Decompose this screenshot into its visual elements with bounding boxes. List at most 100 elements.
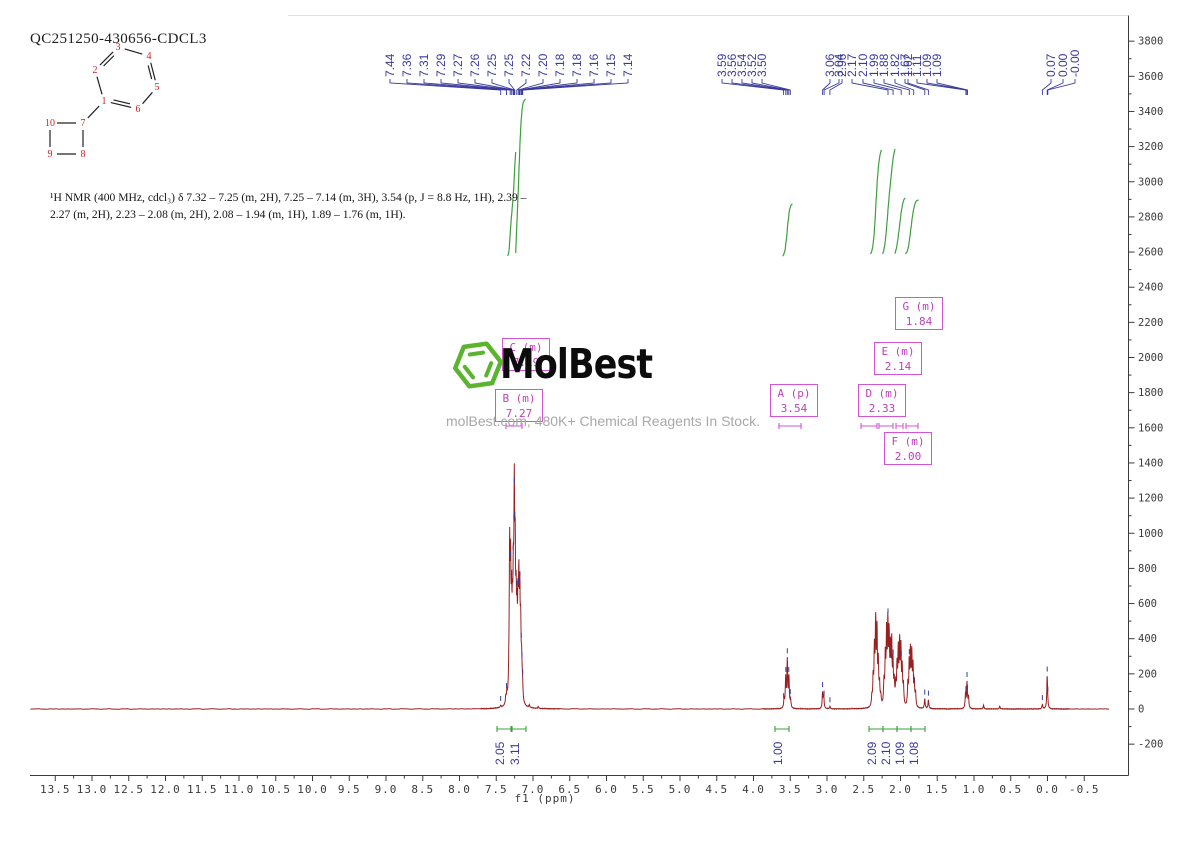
integral-curve (904, 199, 919, 255)
y-tick-label: 2600 (1138, 247, 1163, 259)
benzene-inner-bond (484, 361, 494, 378)
peak-label-connector (926, 79, 968, 95)
atom-number: 7 (81, 118, 86, 129)
x-tick-label: 7.0 (522, 783, 545, 796)
bond (99, 51, 114, 66)
multiplet-box-B: B (m) 7.27 (495, 389, 543, 422)
integral-range-bracket (882, 726, 898, 732)
atom-number: 3 (116, 42, 121, 53)
x-tick-label: 10.5 (261, 783, 292, 796)
integral-curve (881, 148, 896, 255)
atom-number: 10 (45, 118, 55, 129)
atom-number: 2 (93, 65, 98, 76)
peak-label-connector (518, 79, 561, 95)
peak-label: 7.31 (417, 53, 431, 77)
peak-label-connector (522, 79, 629, 95)
y-tick-label: 1600 (1138, 422, 1163, 434)
benzene-logo-icon (452, 341, 504, 389)
benzene-ring-outline (452, 341, 504, 389)
peak-label: 1.62 (901, 53, 915, 77)
peak-label-connector (883, 79, 910, 95)
peak-label-connector (829, 79, 843, 95)
peak-label: 3.04 (832, 53, 846, 77)
x-tick-label: 3.5 (779, 783, 802, 796)
peak-label: 7.15 (604, 53, 618, 77)
multiplet-range-bracket (878, 423, 894, 429)
integral-value-label: 3.11 (508, 742, 522, 765)
peak-label: 3.54 (735, 53, 749, 77)
x-tick-label: 4.0 (742, 783, 765, 796)
peak-label-connector (516, 79, 527, 95)
multiplet-range-bracket (895, 423, 904, 429)
peak-label-connector (731, 79, 787, 95)
benzene-inner-bond (462, 364, 476, 380)
y-tick-label: -200 (1138, 739, 1163, 751)
peak-label-connector (521, 79, 612, 95)
x-tick-label: 6.0 (595, 783, 618, 796)
integral-value-label: 2.05 (493, 741, 507, 765)
peak-label: 1.11 (910, 54, 924, 77)
molbest-logo: MolBest (452, 338, 653, 397)
y-tick-label: 2200 (1138, 317, 1163, 329)
x-tick-label: 8.0 (448, 783, 471, 796)
peak-label-connector (823, 79, 840, 95)
peak-label: -0.00 (1068, 49, 1082, 77)
y-tick-label: 2400 (1138, 282, 1163, 294)
atom-number: 1 (102, 96, 107, 107)
peak-label-connector (457, 79, 514, 95)
integral-value-label: 2.09 (865, 741, 879, 765)
integral-range-bracket (868, 726, 884, 732)
x-tick-label: 13.5 (40, 783, 71, 796)
peak-label-connector (1046, 79, 1064, 95)
peak-label-connector (519, 79, 578, 95)
peak-label: 2.17 (845, 53, 859, 77)
integral-value-label: 1.09 (893, 741, 907, 765)
peak-label-connector (916, 79, 967, 95)
integral-range-bracket (496, 726, 512, 732)
x-tick-label: 2.5 (852, 783, 875, 796)
atom-number: 5 (155, 82, 160, 93)
peak-label: 7.29 (434, 53, 448, 77)
peak-label: 7.27 (451, 53, 465, 77)
logo-brand: MolBest (500, 340, 653, 388)
x-tick-label: 13.0 (77, 783, 108, 796)
multiplet-range-bracket (778, 423, 802, 429)
multiplet-box-C: C (m) 7.19 (502, 338, 550, 371)
double-bond (113, 99, 131, 105)
peak-label: 1.99 (867, 53, 881, 77)
peak-label-connector (423, 79, 511, 95)
x-tick-label: 5.0 (669, 783, 692, 796)
x-tick-label: 1.0 (963, 783, 986, 796)
peak-label: 3.52 (745, 53, 759, 77)
multiplet-range-bracket (860, 423, 878, 429)
peak-label: 1.82 (888, 53, 902, 77)
peak-label: 2.10 (856, 53, 870, 77)
x-tick-label: 7.5 (485, 783, 508, 796)
y-tick-label: 2000 (1138, 352, 1163, 364)
integral-range-bracket (511, 726, 527, 732)
peak-label: 7.14 (621, 53, 635, 77)
integral-range-bracket (896, 726, 912, 732)
multiplet-box-F: F (m) 2.00 (884, 432, 932, 465)
integral-curve (507, 151, 517, 257)
y-tick-label: 2800 (1138, 211, 1163, 223)
x-tick-label: 12.5 (114, 783, 145, 796)
peak-label-connector (517, 79, 544, 95)
y-tick-label: 1200 (1138, 493, 1163, 505)
x-tick-label: -0.5 (1069, 783, 1100, 796)
bond (142, 91, 153, 105)
logo-tagline: molBest.com, 480K+ Chemical Reagents In … (446, 413, 760, 429)
bond (110, 102, 132, 108)
atom-number: 8 (81, 149, 86, 160)
x-tick-label: 0.5 (999, 783, 1022, 796)
peak-label: 0.00 (1056, 53, 1070, 77)
peak-label: 7.16 (587, 53, 601, 77)
peak-label-connector (907, 79, 929, 95)
x-tick-label: 8.5 (411, 783, 434, 796)
peak-label-connector (761, 79, 791, 95)
peak-label-connector (751, 79, 790, 95)
bond (150, 62, 156, 81)
peak-label: 3.50 (755, 53, 769, 77)
